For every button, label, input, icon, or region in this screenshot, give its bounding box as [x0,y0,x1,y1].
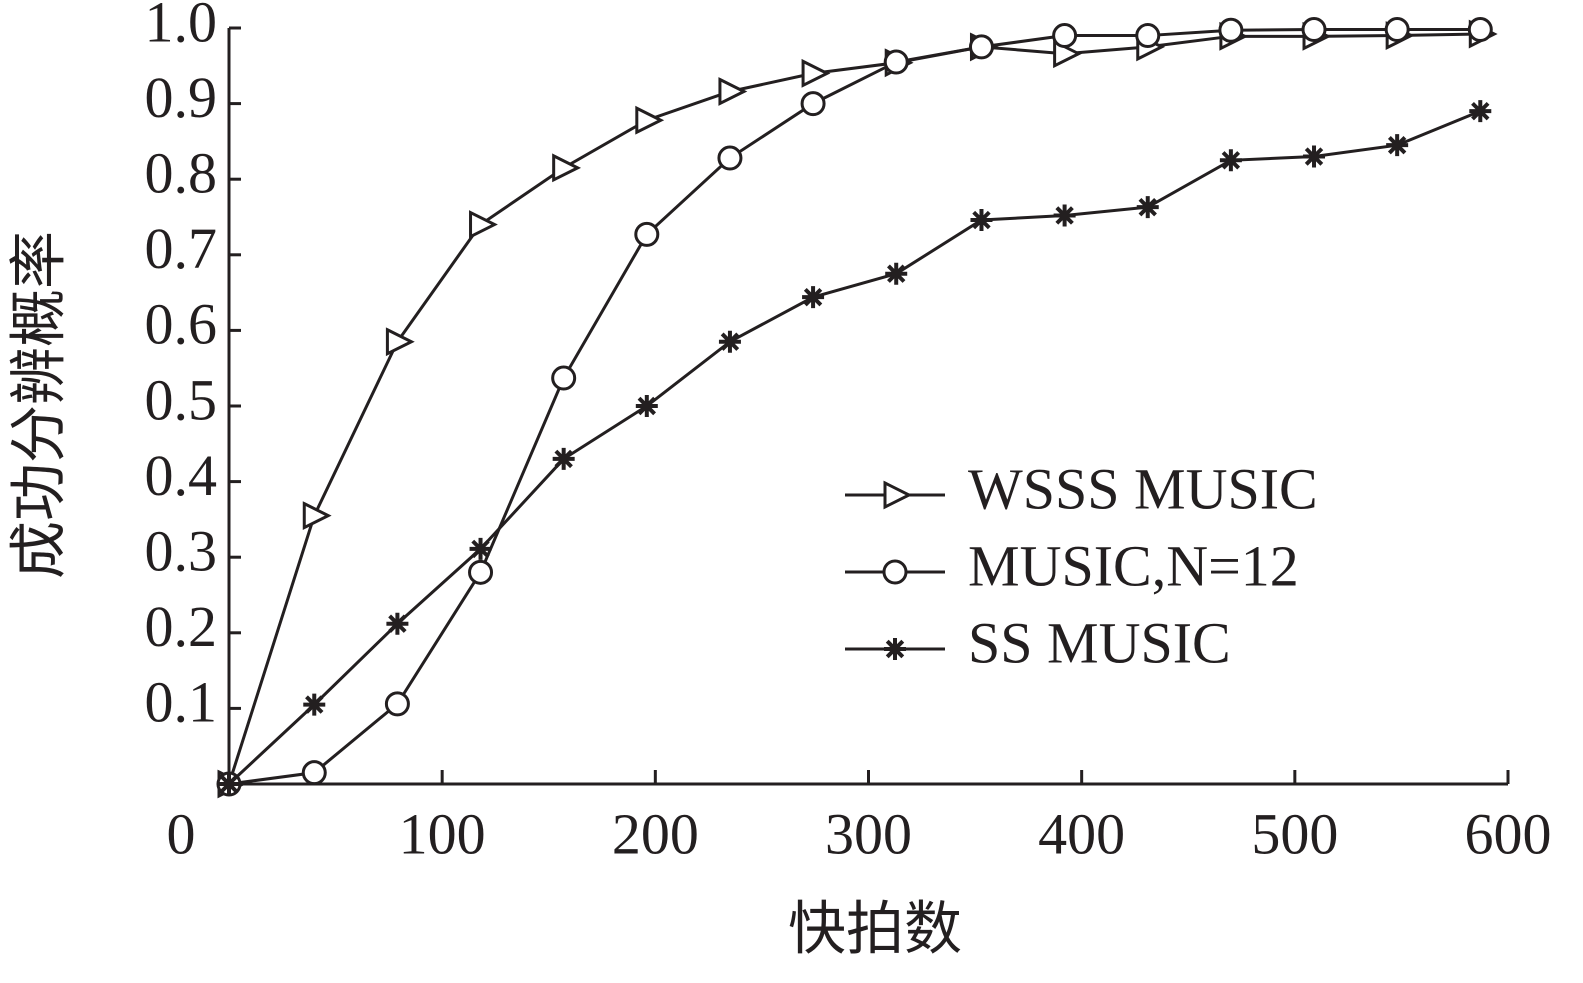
marker [883,49,909,75]
marker [1053,204,1076,227]
y-tick-label: 0.7 [145,216,218,281]
marker [882,559,908,585]
marker [386,612,409,635]
legend-label: WSSS MUSIC [968,456,1318,521]
marker [552,153,582,183]
marker [1301,17,1327,43]
y-tick-label: 0.3 [145,519,218,584]
x-tick-label: 0 [167,801,196,866]
marker [301,760,327,786]
marker [718,77,748,106]
legend-label: SS MUSIC [968,610,1231,675]
y-tick-label: 1.0 [145,0,218,54]
marker [717,145,743,171]
marker [970,209,993,232]
marker [1135,23,1161,49]
series-line [228,28,1481,786]
marker [1136,196,1159,219]
marker [303,693,326,716]
marker [884,638,906,660]
marker [1467,17,1493,43]
x-axis-label: 快拍数 [788,896,962,961]
marker [469,537,492,560]
marker [801,58,831,88]
marker [802,286,825,309]
series-line [227,32,1481,785]
marker [634,221,660,247]
x-tick-label: 500 [1251,801,1338,866]
x-tick-label: 400 [1038,801,1125,866]
x-tick-label: 200 [612,801,699,866]
marker [552,447,575,470]
y-tick-label: 0.5 [145,367,218,432]
marker [635,105,665,135]
marker [883,480,913,510]
marker [1052,23,1078,49]
marker [968,34,994,60]
y-tick-label: 0.9 [145,65,218,130]
marker [1469,100,1492,123]
x-tick-label: 300 [825,801,912,866]
marker [218,773,240,795]
marker [800,91,826,117]
y-tick-label: 0.1 [145,670,218,735]
marker [1303,145,1326,168]
marker [551,365,577,391]
y-tick-label: 0.2 [145,594,218,659]
marker [1384,17,1410,43]
marker [1219,149,1242,172]
y-tick-label: 0.6 [145,292,218,357]
marker [885,262,908,285]
marker [1218,17,1244,43]
marker [718,330,741,353]
x-tick-label: 100 [399,801,486,866]
series-line [227,109,1481,786]
marker [468,559,494,585]
marker [469,210,498,239]
legend-label: MUSIC,N=12 [968,533,1299,598]
marker [635,395,658,417]
marker [385,327,415,357]
y-tick-label: 0.8 [145,141,218,206]
y-axis-label: 成功分辨概率 [6,231,71,579]
marker [302,501,332,531]
x-tick-label: 600 [1465,801,1552,866]
marker [384,691,410,717]
marker [1386,134,1409,157]
y-tick-label: 0.4 [145,443,218,508]
